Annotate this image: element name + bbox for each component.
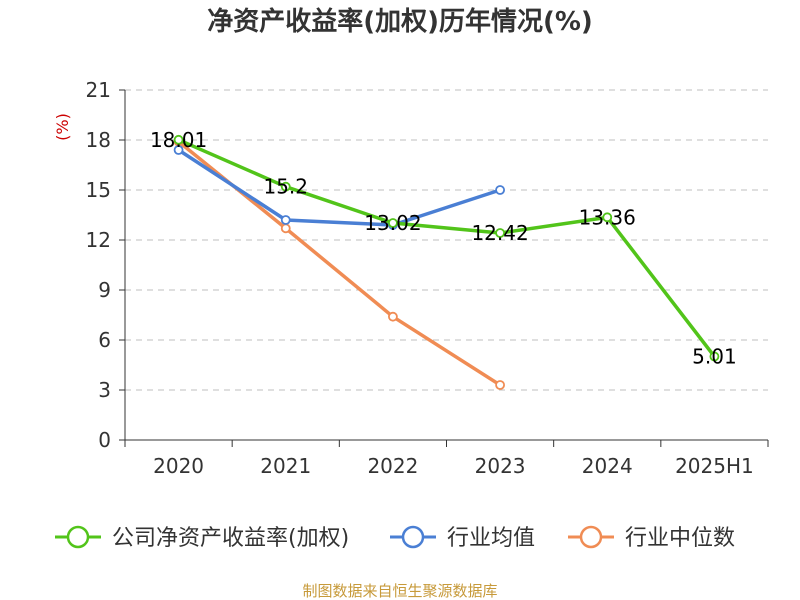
y-tick-label: 21 bbox=[86, 78, 111, 102]
series-lines bbox=[173, 134, 720, 390]
x-tick-label: 2020 bbox=[153, 454, 204, 478]
data-label: 18.01 bbox=[150, 128, 207, 152]
data-point bbox=[280, 181, 291, 192]
data-point bbox=[495, 185, 505, 195]
x-tick-label: 2025H1 bbox=[675, 454, 754, 478]
data-point bbox=[280, 223, 291, 234]
chart-title: 净资产收益率(加权)历年情况(%) bbox=[207, 6, 593, 37]
legend-label: 行业均值 bbox=[447, 526, 535, 551]
y-axis-unit: (%) bbox=[53, 113, 72, 141]
y-tick-label: 6 bbox=[98, 328, 111, 352]
legend[interactable]: 公司净资产收益率(加权) 行业均值 行业中位数 bbox=[55, 525, 735, 551]
y-tick-label: 0 bbox=[98, 428, 111, 452]
legend-item-0[interactable]: 公司净资产收益率(加权) bbox=[55, 525, 349, 551]
x-tick-label: 2024 bbox=[582, 454, 633, 478]
grid-lines bbox=[125, 89, 768, 391]
data-point bbox=[173, 134, 184, 145]
data-label: 5.01 bbox=[692, 345, 737, 369]
legend-item-1[interactable]: 行业均值 bbox=[390, 525, 535, 551]
series-line-1 bbox=[177, 148, 501, 227]
legend-marker-icon bbox=[401, 525, 425, 549]
axes: 0 3 6 9 12 15 18 21 2020 2021 2022 2023 2024 2025H1 bbox=[86, 78, 769, 478]
data-label: 13.36 bbox=[579, 205, 636, 229]
legend-item-2[interactable]: 行业中位数 bbox=[568, 525, 735, 551]
data-point bbox=[173, 145, 184, 155]
x-tick-label: 2023 bbox=[475, 454, 526, 478]
data-label: 12.42 bbox=[471, 221, 528, 245]
x-tick-label: 2021 bbox=[260, 454, 311, 478]
data-point bbox=[495, 380, 505, 390]
legend-marker-icon bbox=[66, 525, 90, 549]
data-point bbox=[709, 351, 720, 362]
data-point bbox=[388, 218, 398, 228]
data-labels: 18.01 15.2 13.02 12.42 13.36 5.01 bbox=[150, 128, 737, 369]
data-label: 15.2 bbox=[263, 175, 308, 199]
data-point bbox=[388, 311, 398, 322]
y-tick-label: 12 bbox=[86, 228, 111, 252]
y-tick-label: 9 bbox=[98, 278, 111, 302]
series-line-0 bbox=[177, 138, 716, 358]
series-line-2 bbox=[177, 140, 502, 387]
y-tick-label: 15 bbox=[86, 178, 111, 202]
y-tick-label: 3 bbox=[98, 378, 111, 402]
data-source-note: 制图数据来自恒生聚源数据库 bbox=[302, 582, 497, 600]
data-point bbox=[280, 215, 291, 225]
y-tick-label: 18 bbox=[86, 128, 111, 152]
legend-label: 公司净资产收益率(加权) bbox=[112, 526, 349, 551]
legend-marker-icon bbox=[579, 525, 603, 549]
x-tick-label: 2022 bbox=[367, 454, 418, 478]
data-point bbox=[495, 228, 505, 238]
data-point bbox=[602, 212, 613, 223]
data-label: 13.02 bbox=[364, 211, 421, 235]
legend-label: 行业中位数 bbox=[625, 526, 735, 551]
